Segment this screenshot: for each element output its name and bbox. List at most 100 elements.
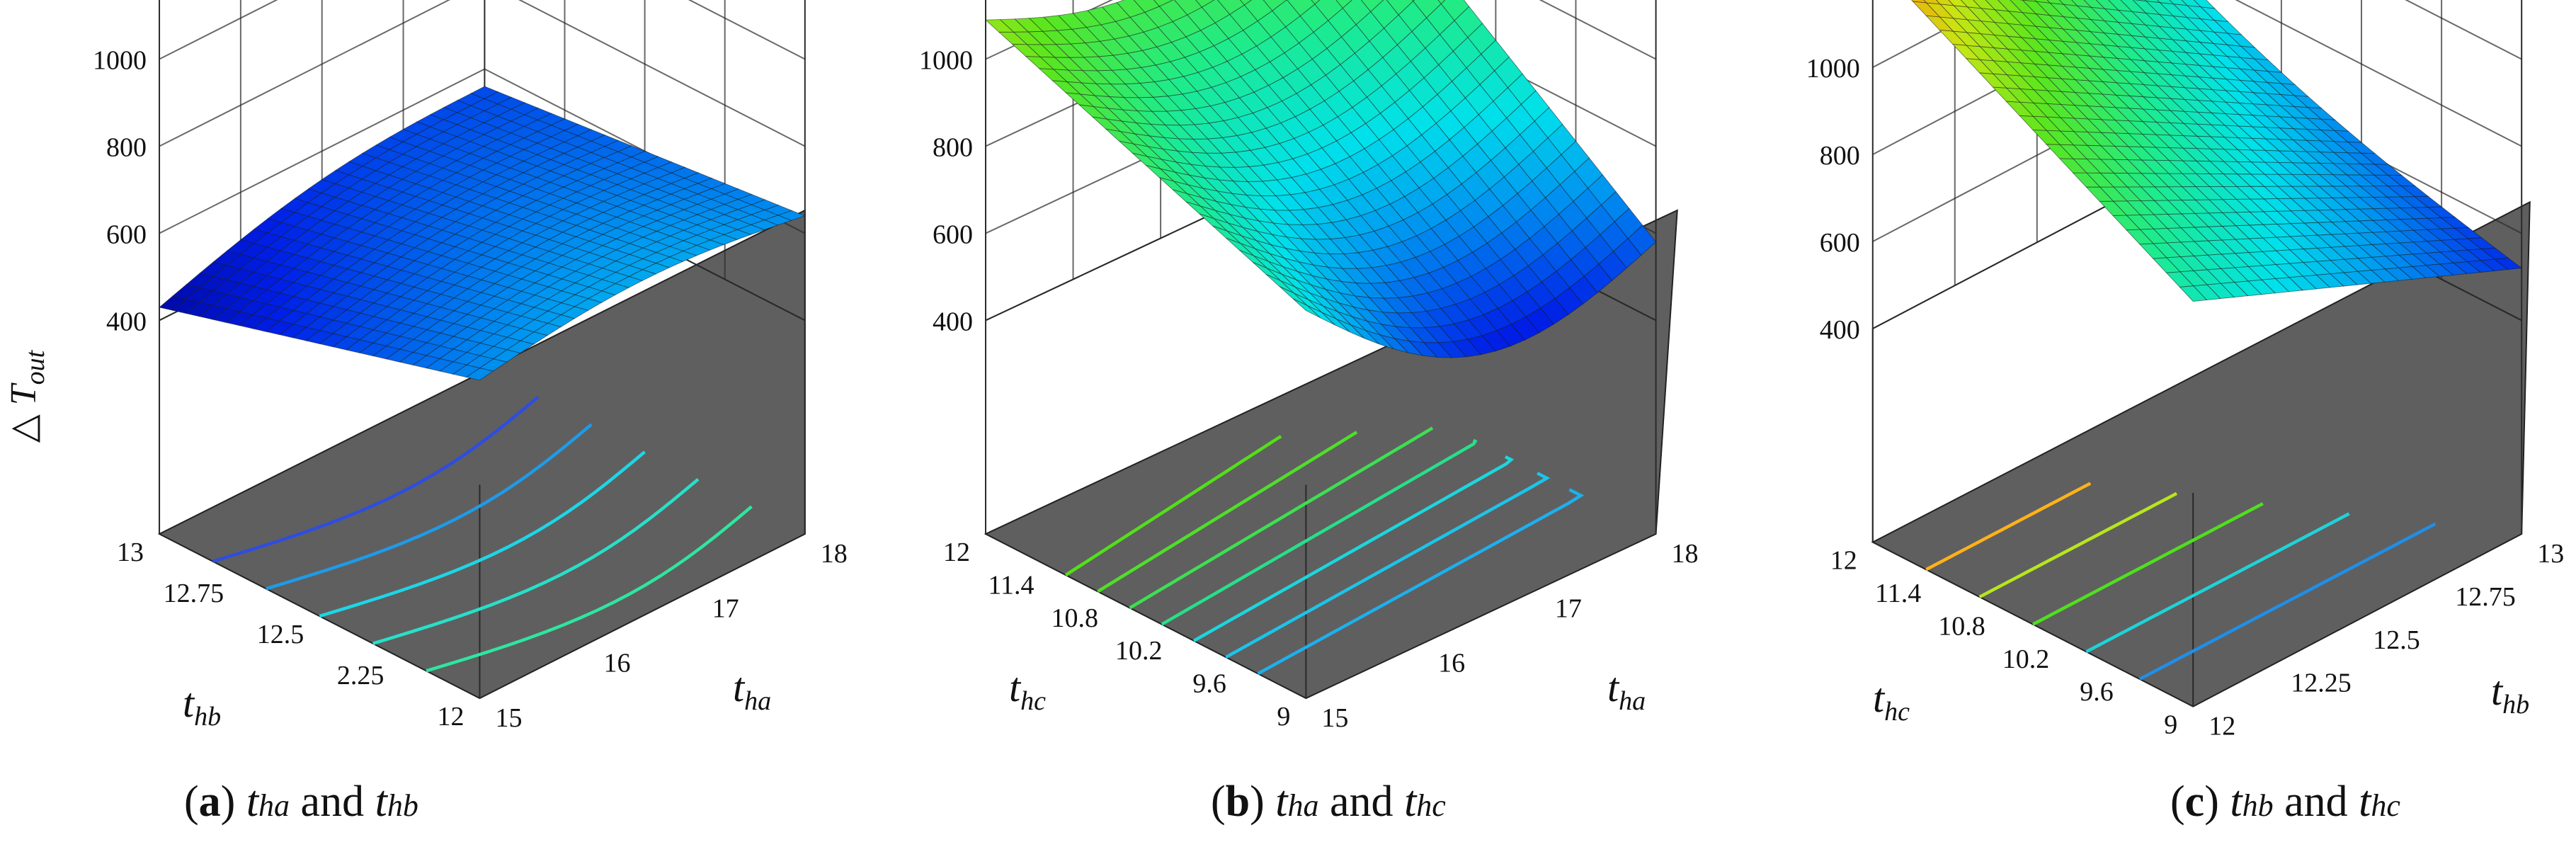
surface-patch bbox=[2181, 0, 2202, 8]
x-tick-label: 10.8 bbox=[1051, 603, 1098, 633]
x-tick-label: 11.4 bbox=[1875, 579, 1921, 608]
surface-patch bbox=[1311, 0, 1321, 5]
x-tick-label: 9.6 bbox=[2080, 677, 2114, 707]
surface-patch bbox=[1174, 0, 1203, 16]
y-tick-label: 12.75 bbox=[2455, 582, 2516, 612]
panel-a-surface bbox=[159, 86, 807, 381]
surface-patch bbox=[2120, 0, 2147, 13]
surface-patch bbox=[2071, 0, 2092, 8]
contour-line bbox=[1129, 426, 1434, 610]
surface-patch bbox=[1910, 0, 1927, 4]
surface-patch bbox=[1195, 0, 1215, 8]
contour-line bbox=[2085, 512, 2350, 654]
panel-c: 400600800100012001400 99.610.210.811.412… bbox=[1806, 0, 2564, 826]
surface-patch bbox=[2095, 0, 2120, 11]
panel-a-y-ticks: 15 16 17 18 bbox=[495, 539, 847, 733]
panel-c-surface bbox=[1910, 0, 2523, 302]
x-tick-label: 9.6 bbox=[1192, 669, 1226, 699]
z-tick-label: 800 bbox=[933, 132, 973, 162]
panel-a-y-axis-label: tha bbox=[733, 664, 771, 716]
surface-patch bbox=[1243, 0, 1273, 22]
panel-c-caption: (c) thb and thc bbox=[2170, 778, 2400, 826]
surface-patch bbox=[1263, 0, 1287, 11]
panel-c-x-ticks: 9 9.6 10.2 10.8 11.4 12 bbox=[1830, 546, 2177, 740]
surface-patch bbox=[1923, 0, 1942, 5]
surface-patch bbox=[1360, 0, 1384, 13]
surface-patch bbox=[1158, 0, 1188, 22]
panel-c-x-axis-label: thc bbox=[1873, 675, 1910, 727]
surface-patch bbox=[1413, 0, 1442, 18]
x-tick-label: 12.75 bbox=[164, 579, 224, 608]
panel-b-contours bbox=[1064, 426, 1585, 676]
z-tick-label: 800 bbox=[1820, 141, 1860, 171]
contour-line bbox=[2031, 502, 2264, 626]
panel-c-y-axis-label: thb bbox=[2491, 668, 2529, 720]
panel-a: 400600800100012001400 122.2512.512.7513 … bbox=[4, 0, 848, 826]
panel-a-x-ticks: 12 2.25 12.5 12.75 13 bbox=[117, 538, 464, 732]
panel-b-x-ticks: 9 9.6 10.2 10.8 11.4 12 bbox=[943, 538, 1290, 732]
x-tick-label: 9 bbox=[1277, 702, 1290, 732]
contour-line bbox=[2138, 522, 2437, 681]
surface-patch bbox=[1997, 0, 2024, 13]
z-tick-label: 800 bbox=[106, 132, 147, 162]
z-tick-label: 1000 bbox=[919, 46, 973, 76]
y-tick-label: 15 bbox=[1321, 703, 1348, 733]
contour-line bbox=[1257, 488, 1585, 676]
surface-patch bbox=[1440, 0, 1470, 21]
y-tick-label: 15 bbox=[495, 703, 522, 733]
panel-a-contours bbox=[212, 395, 753, 673]
panel-b-y-axis-label: tha bbox=[1607, 664, 1646, 716]
surface-patch bbox=[1386, 0, 1414, 16]
x-tick-label: 11.4 bbox=[988, 570, 1034, 600]
x-tick-label: 13 bbox=[117, 538, 144, 567]
surface-patch bbox=[470, 86, 499, 99]
z-tick-label: 400 bbox=[933, 307, 973, 336]
surface-patch bbox=[1412, 0, 1415, 2]
x-tick-label: 10.2 bbox=[2002, 644, 2050, 674]
panel-b-x-axis-label: thc bbox=[1009, 664, 1046, 716]
x-tick-label: 9 bbox=[2164, 710, 2177, 740]
wall-gridline bbox=[1872, 0, 2522, 155]
z-tick-label: 600 bbox=[1820, 228, 1860, 258]
surface-patch bbox=[1370, 0, 1399, 29]
panel-c-y-ticks: 12 12.25 12.5 12.75 13 bbox=[2209, 539, 2564, 741]
y-tick-label: 13 bbox=[2537, 539, 2564, 569]
panel-a-caption: (a) tha and thb bbox=[184, 778, 418, 826]
z-tick-label: 1000 bbox=[1806, 54, 1860, 84]
surface-patch bbox=[2193, 0, 2216, 9]
contour-line bbox=[1192, 455, 1515, 642]
panel-b-z-ticks: 400600800100012001400 bbox=[919, 46, 973, 337]
surface-patch bbox=[1201, 0, 1231, 23]
y-tick-label: 12.5 bbox=[2373, 625, 2420, 655]
surface-patch bbox=[2133, 0, 2148, 2]
surface-patch bbox=[2108, 0, 2133, 12]
y-tick-label: 12 bbox=[2209, 712, 2235, 741]
y-tick-label: 17 bbox=[712, 593, 739, 623]
surface-patch bbox=[1342, 0, 1372, 25]
surface-patch bbox=[2144, 0, 2161, 4]
surface-patch bbox=[1935, 0, 1955, 6]
surface-patch bbox=[1287, 0, 1316, 17]
surface-patch bbox=[1335, 0, 1352, 9]
y-tick-label: 12.25 bbox=[2291, 669, 2352, 698]
contour-line bbox=[1225, 472, 1551, 659]
x-tick-label: 12 bbox=[1830, 546, 1857, 576]
surface-patch bbox=[1217, 0, 1246, 15]
y-tick-label: 16 bbox=[1438, 649, 1465, 678]
y-tick-label: 18 bbox=[1672, 539, 1699, 569]
contour-line bbox=[1097, 431, 1358, 593]
wall-gridline bbox=[159, 0, 806, 60]
z-tick-label: 400 bbox=[106, 307, 147, 336]
surface-patch bbox=[1948, 0, 1968, 8]
contour-line bbox=[1161, 438, 1478, 626]
surface-patch bbox=[1239, 0, 1253, 6]
wall-gridline bbox=[159, 0, 806, 147]
surface-patch bbox=[2034, 0, 2051, 4]
surface-patch bbox=[2083, 0, 2106, 9]
surface-patch bbox=[2046, 0, 2065, 5]
contour-line bbox=[372, 477, 700, 645]
panel-a-x-axis-label: thb bbox=[183, 680, 221, 732]
panel-c-contours bbox=[1925, 482, 2437, 681]
y-tick-label: 17 bbox=[1555, 593, 1582, 623]
x-tick-label: 12.5 bbox=[257, 620, 304, 649]
